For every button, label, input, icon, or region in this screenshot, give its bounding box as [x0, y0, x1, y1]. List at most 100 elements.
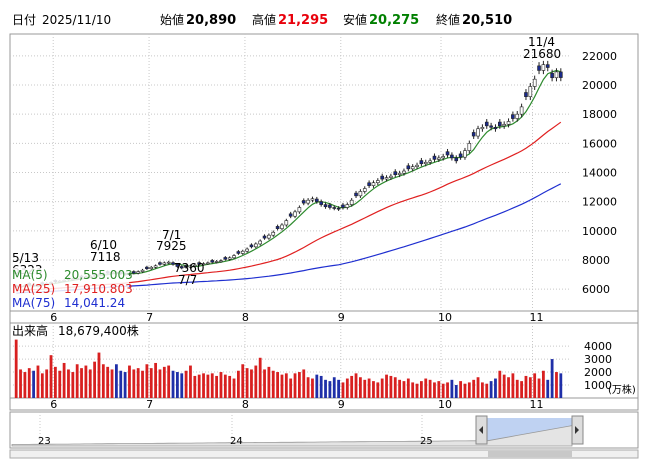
- candle-body: [336, 207, 341, 210]
- price-x-tick: 6: [50, 311, 57, 324]
- candle-body: [323, 204, 328, 208]
- volume-bar: [354, 373, 358, 398]
- volume-bar: [32, 370, 36, 398]
- volume-bar: [167, 365, 171, 398]
- candle-body: [249, 244, 254, 248]
- volume-bar: [297, 372, 301, 398]
- volume-bar: [398, 379, 402, 398]
- volume-bar: [71, 372, 75, 398]
- volume-bar: [114, 364, 118, 398]
- date-value: 2025/11/10: [42, 13, 111, 27]
- price-y-tick: 14000: [582, 167, 617, 180]
- volume-bar: [128, 365, 131, 398]
- ma-legend: MA(5) 20,555.003 MA(25) 17,910.803 MA(75…: [11, 268, 133, 310]
- candle-body: [197, 262, 201, 265]
- candle-body: [140, 269, 145, 272]
- volume-bar: [502, 374, 506, 398]
- candle-body: [559, 71, 563, 78]
- volume-bar: [202, 373, 205, 398]
- annotation-3-date: 7/7: [178, 273, 197, 287]
- candle-body: [502, 124, 506, 127]
- volume-bar: [555, 372, 558, 398]
- candle-body: [306, 199, 310, 204]
- candle-body: [358, 191, 363, 197]
- volume-bar: [93, 361, 97, 398]
- volume-bar: [524, 375, 528, 398]
- volume-bar: [88, 369, 92, 398]
- volume-bar: [219, 372, 223, 398]
- volume-bar: [40, 373, 44, 398]
- navigator-scrollbar-thumb[interactable]: [488, 451, 572, 457]
- candle-body: [153, 265, 158, 268]
- volume-bar: [189, 365, 192, 398]
- volume-bar: [215, 375, 219, 398]
- volume-bar: [537, 378, 541, 398]
- legend-ma75-name: MA(75): [12, 296, 55, 310]
- volume-bar: [106, 366, 110, 398]
- volume-bar: [236, 370, 240, 398]
- candle-body: [179, 266, 184, 269]
- candle-body: [315, 198, 319, 202]
- volume-bars: [14, 339, 563, 398]
- price-y-tick: 12000: [582, 196, 617, 209]
- volume-bar: [145, 364, 149, 398]
- candle-body: [402, 170, 406, 174]
- volume-bar: [36, 365, 40, 398]
- volume-bar: [480, 382, 484, 398]
- volume-bar: [97, 352, 101, 398]
- volume-bar: [332, 377, 336, 398]
- price-y-tick: 18000: [582, 108, 617, 121]
- volume-bar: [533, 373, 537, 398]
- annotation-4-value: 21680: [523, 47, 561, 61]
- navigator-handles[interactable]: [475, 415, 584, 445]
- candle-body: [275, 226, 280, 229]
- volume-bar: [411, 382, 415, 398]
- volume-bar: [136, 368, 140, 398]
- candle-body: [193, 264, 197, 267]
- candle-body: [484, 121, 489, 127]
- volume-bar: [367, 378, 371, 398]
- candle-body: [380, 175, 384, 180]
- volume-bar: [67, 369, 70, 398]
- candle-body: [349, 199, 354, 205]
- volume-bar: [232, 378, 236, 398]
- volume-bar: [341, 382, 345, 398]
- volume-bar: [276, 372, 280, 398]
- navigator-scrollbar[interactable]: [9, 449, 639, 459]
- legend-ma5-name: MA(5): [12, 268, 48, 282]
- volume-bar: [424, 378, 428, 398]
- volume-bar: [337, 379, 341, 398]
- candle-body: [419, 160, 424, 165]
- volume-bar: [263, 369, 266, 398]
- price-x-tick: 8: [242, 311, 249, 324]
- volume-bar: [49, 355, 53, 398]
- candle-body: [149, 266, 154, 270]
- candle-body: [511, 114, 515, 119]
- volume-y-tick: 3000: [584, 353, 612, 366]
- candle-body: [162, 262, 167, 265]
- volume-bar: [241, 364, 245, 398]
- volume-bar: [546, 379, 550, 398]
- price-x-tick: 9: [338, 311, 345, 324]
- candle-body: [498, 121, 502, 127]
- volume-bar: [306, 377, 310, 398]
- candle-body: [493, 127, 498, 130]
- price-header: 日付 2025/11/10 始値 20,890 高値 21,295 安値 20,…: [12, 12, 512, 28]
- navigator-x-axis: 23 24 25: [38, 436, 433, 447]
- candle-body: [471, 132, 476, 137]
- price-y-tick: 20000: [582, 79, 617, 92]
- volume-bar: [250, 369, 253, 398]
- volume-bar: [84, 365, 88, 398]
- candle-body: [428, 160, 432, 163]
- chevron-left-icon: [479, 426, 483, 434]
- volume-value: 18,679,400株: [58, 323, 139, 338]
- price-y-tick: 22000: [582, 50, 617, 63]
- volume-bar: [528, 377, 532, 398]
- volume-bar: [302, 369, 306, 398]
- low-value: 20,275: [369, 13, 419, 28]
- candle-body: [166, 261, 171, 264]
- candle-body: [280, 224, 284, 229]
- volume-bar: [58, 370, 62, 398]
